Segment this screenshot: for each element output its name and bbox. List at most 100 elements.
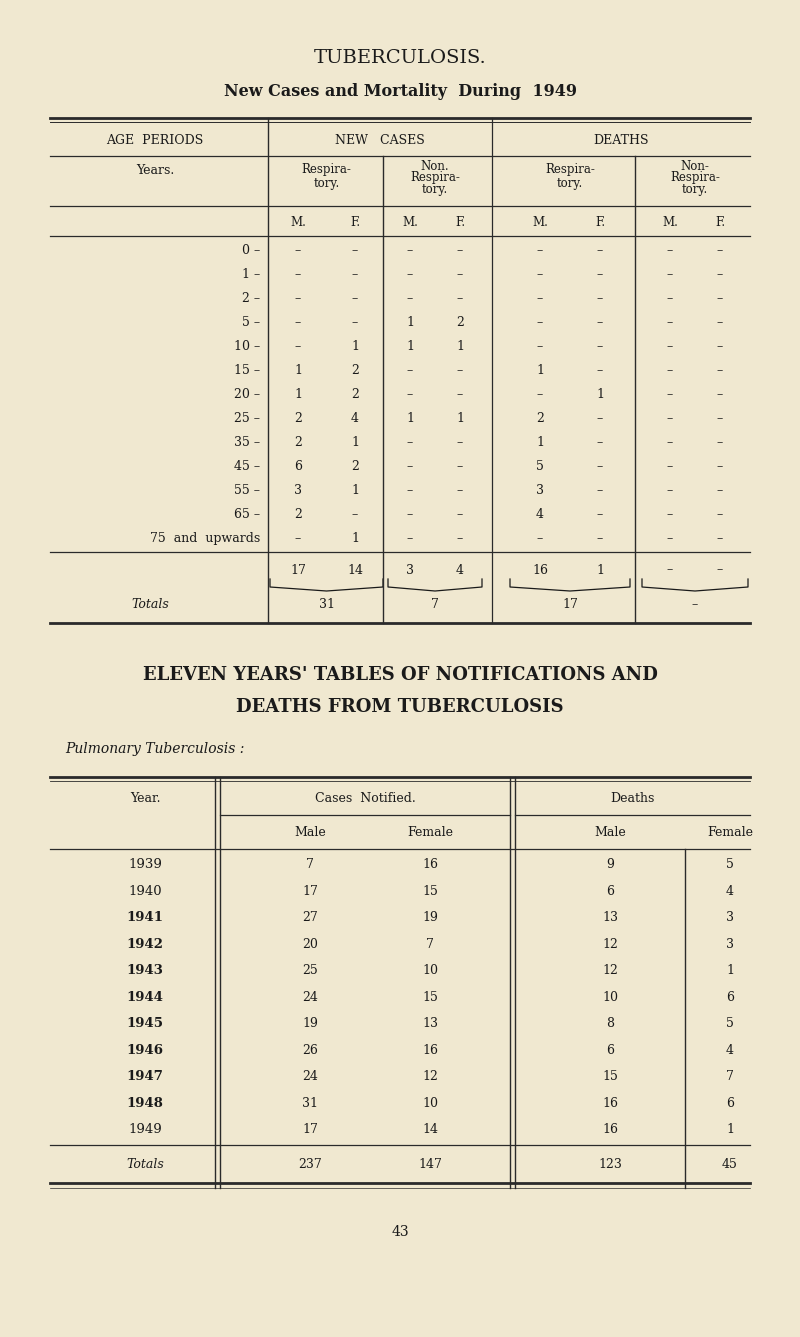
Text: –: – xyxy=(667,460,673,473)
Text: –: – xyxy=(537,245,543,258)
Text: 1: 1 xyxy=(536,436,544,449)
Text: –: – xyxy=(352,293,358,305)
Text: –: – xyxy=(407,460,413,473)
Text: –: – xyxy=(295,269,301,281)
Text: –: – xyxy=(692,599,698,611)
Text: –: – xyxy=(597,269,603,281)
Text: 1941: 1941 xyxy=(126,912,163,924)
Text: 16: 16 xyxy=(532,563,548,576)
Text: 2: 2 xyxy=(351,365,359,377)
Text: 12: 12 xyxy=(602,964,618,977)
Text: –: – xyxy=(597,460,603,473)
Text: Pulmonary Tuberculosis :: Pulmonary Tuberculosis : xyxy=(65,742,244,755)
Text: 1948: 1948 xyxy=(126,1096,163,1110)
Text: –: – xyxy=(457,508,463,521)
Text: 1942: 1942 xyxy=(126,937,163,951)
Text: 1946: 1946 xyxy=(126,1044,163,1058)
Text: 6: 6 xyxy=(606,885,614,898)
Text: 24: 24 xyxy=(302,1071,318,1083)
Text: 75  and  upwards: 75 and upwards xyxy=(150,532,260,545)
Text: 1: 1 xyxy=(351,436,359,449)
Text: –: – xyxy=(407,532,413,545)
Text: 1: 1 xyxy=(351,484,359,497)
Text: NEW   CASES: NEW CASES xyxy=(335,134,425,147)
Text: –: – xyxy=(537,341,543,353)
Text: 13: 13 xyxy=(602,912,618,924)
Text: 16: 16 xyxy=(422,1044,438,1058)
Text: Respira-: Respira- xyxy=(410,171,460,185)
Text: –: – xyxy=(717,317,723,329)
Text: –: – xyxy=(597,412,603,425)
Text: –: – xyxy=(597,436,603,449)
Text: –: – xyxy=(537,532,543,545)
Text: Respira-: Respira- xyxy=(545,163,595,176)
Text: 2: 2 xyxy=(456,317,464,329)
Text: 20 –: 20 – xyxy=(234,388,260,401)
Text: –: – xyxy=(457,245,463,258)
Text: 17: 17 xyxy=(302,1123,318,1136)
Text: 1: 1 xyxy=(406,341,414,353)
Text: 16: 16 xyxy=(422,858,438,872)
Text: –: – xyxy=(597,245,603,258)
Text: 1: 1 xyxy=(351,341,359,353)
Text: –: – xyxy=(407,388,413,401)
Text: F.: F. xyxy=(455,215,465,229)
Text: 7: 7 xyxy=(726,1071,734,1083)
Text: AGE  PERIODS: AGE PERIODS xyxy=(106,134,204,147)
Text: DEATHS FROM TUBERCULOSIS: DEATHS FROM TUBERCULOSIS xyxy=(236,698,564,717)
Text: –: – xyxy=(667,412,673,425)
Text: –: – xyxy=(407,484,413,497)
Text: –: – xyxy=(717,245,723,258)
Text: 17: 17 xyxy=(302,885,318,898)
Text: –: – xyxy=(667,508,673,521)
Text: tory.: tory. xyxy=(422,183,448,197)
Text: –: – xyxy=(352,508,358,521)
Text: 20: 20 xyxy=(302,937,318,951)
Text: –: – xyxy=(717,293,723,305)
Text: Deaths: Deaths xyxy=(610,793,654,805)
Text: 1945: 1945 xyxy=(126,1017,163,1031)
Text: 1: 1 xyxy=(294,388,302,401)
Text: 4: 4 xyxy=(726,885,734,898)
Text: 2: 2 xyxy=(294,412,302,425)
Text: 1: 1 xyxy=(596,388,604,401)
Text: F.: F. xyxy=(715,215,725,229)
Text: –: – xyxy=(457,484,463,497)
Text: 0 –: 0 – xyxy=(242,245,260,258)
Text: 2: 2 xyxy=(351,388,359,401)
Text: 8: 8 xyxy=(606,1017,614,1031)
Text: –: – xyxy=(295,341,301,353)
Text: 5 –: 5 – xyxy=(242,317,260,329)
Text: –: – xyxy=(717,341,723,353)
Text: 147: 147 xyxy=(418,1158,442,1171)
Text: 5: 5 xyxy=(726,1017,734,1031)
Text: 19: 19 xyxy=(302,1017,318,1031)
Text: 1947: 1947 xyxy=(126,1071,163,1083)
Text: Non-: Non- xyxy=(681,159,710,172)
Text: 2: 2 xyxy=(294,436,302,449)
Text: ELEVEN YEARS' TABLES OF NOTIFICATIONS AND: ELEVEN YEARS' TABLES OF NOTIFICATIONS AN… xyxy=(142,666,658,685)
Text: 6: 6 xyxy=(726,991,734,1004)
Text: –: – xyxy=(717,508,723,521)
Text: 25 –: 25 – xyxy=(234,412,260,425)
Text: 1939: 1939 xyxy=(128,858,162,872)
Text: 237: 237 xyxy=(298,1158,322,1171)
Text: –: – xyxy=(407,293,413,305)
Text: –: – xyxy=(717,436,723,449)
Text: –: – xyxy=(457,460,463,473)
Text: 15: 15 xyxy=(602,1071,618,1083)
Text: 1: 1 xyxy=(294,365,302,377)
Text: 14: 14 xyxy=(347,563,363,576)
Text: –: – xyxy=(717,484,723,497)
Text: Non.: Non. xyxy=(421,159,450,172)
Text: 13: 13 xyxy=(422,1017,438,1031)
Text: Cases  Notified.: Cases Notified. xyxy=(314,793,415,805)
Text: 17: 17 xyxy=(290,563,306,576)
Text: –: – xyxy=(717,388,723,401)
Text: –: – xyxy=(457,436,463,449)
Text: Male: Male xyxy=(294,826,326,840)
Text: –: – xyxy=(407,508,413,521)
Text: Female: Female xyxy=(707,826,753,840)
Text: –: – xyxy=(407,436,413,449)
Text: 3: 3 xyxy=(406,563,414,576)
